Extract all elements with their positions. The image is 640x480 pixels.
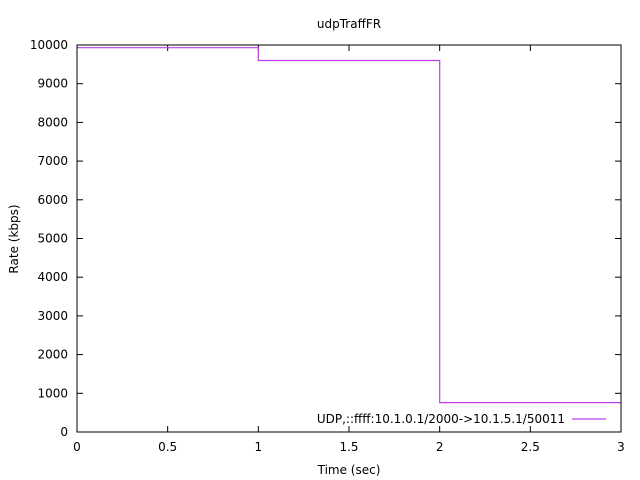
x-tick-label: 2 xyxy=(436,440,444,454)
x-tick-label: 1 xyxy=(255,440,263,454)
y-tick-label: 1000 xyxy=(37,386,68,400)
series-line xyxy=(77,47,621,404)
y-axis-label: Rate (kbps) xyxy=(7,204,21,273)
y-tick-label: 7000 xyxy=(37,154,68,168)
y-tick-label: 8000 xyxy=(37,115,68,129)
x-tick-label: 0.5 xyxy=(158,440,177,454)
y-tick-label: 2000 xyxy=(37,348,68,362)
x-tick-label: 3 xyxy=(617,440,625,454)
legend-entry-label: UDP,::ffff:10.1.0.1/2000->10.1.5.1/50011 xyxy=(317,412,565,426)
x-tick-label: 0 xyxy=(73,440,81,454)
plot-frame xyxy=(76,44,622,433)
y-tick-label: 0 xyxy=(60,425,68,439)
plot-lines xyxy=(77,47,621,404)
chart-title: udpTraffFR xyxy=(317,17,381,31)
y-tick-label: 5000 xyxy=(37,232,68,246)
y-tick-label: 3000 xyxy=(37,309,68,323)
y-tick-label: 10000 xyxy=(30,38,68,52)
axis-ticks: 0 0.5 1 1.5 2 2.5 3 0 1000 2000 3000 4000 5000 6000 70… xyxy=(30,38,625,454)
legend: UDP,::ffff:10.1.0.1/2000->10.1.5.1/50011 xyxy=(317,412,606,426)
y-tick-label: 4000 xyxy=(37,270,68,284)
x-tick-label: 2.5 xyxy=(521,440,540,454)
y-tick-label: 9000 xyxy=(37,77,68,91)
x-tick-label: 1.5 xyxy=(339,440,358,454)
x-axis-label: Time (sec) xyxy=(317,463,381,477)
y-tick-label: 6000 xyxy=(37,193,68,207)
